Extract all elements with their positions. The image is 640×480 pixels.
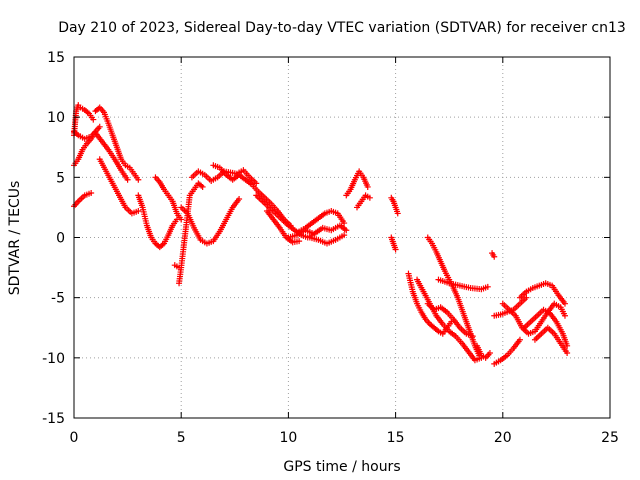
data-point [561, 312, 568, 319]
data-point [491, 253, 498, 260]
data-series-arc-13 [210, 162, 294, 229]
x-axis-label: GPS time / hours [283, 459, 400, 475]
data-series-arc-24 [424, 234, 483, 359]
data-point [564, 342, 571, 349]
axis-ticks: 0 5 10 15 20 25 -15 -10 -5 0 5 10 15 [42, 50, 619, 446]
data-series-arc-27 [435, 276, 491, 293]
x-tick-label: 25 [601, 430, 619, 446]
data-point [564, 350, 571, 357]
data-series-arc-17 [285, 222, 350, 241]
data-point [341, 232, 348, 239]
data-point [178, 216, 185, 223]
data-series-arc-20 [354, 192, 373, 211]
data-point [135, 176, 142, 183]
data-series-arc-22 [388, 234, 399, 253]
data-point [343, 227, 350, 234]
data-series-arc-34 [516, 280, 568, 307]
data-point [253, 180, 260, 187]
data-series-arc-2 [71, 129, 131, 183]
data-series-arc-7 [135, 192, 180, 251]
x-tick-label: 0 [70, 430, 79, 446]
data-series-arc-5 [92, 104, 142, 183]
data-point [561, 300, 568, 307]
data-point [135, 208, 142, 215]
x-tick-label: 10 [279, 430, 297, 446]
data-series-arc-21 [388, 194, 401, 217]
data-point [392, 246, 399, 253]
data-point [523, 294, 530, 301]
data-series-arc-30 [491, 336, 523, 367]
data-point [90, 116, 97, 123]
data-points [71, 102, 571, 367]
data-point [516, 336, 523, 343]
chart-title: Day 210 of 2023, Sidereal Day-to-day VTE… [58, 20, 626, 36]
data-point [486, 350, 493, 357]
y-tick-label: 5 [56, 170, 65, 186]
data-series-arc-8 [152, 174, 185, 223]
data-point [199, 183, 206, 190]
data-point [296, 238, 303, 245]
data-series-arc-28 [474, 342, 493, 361]
data-point [366, 194, 373, 201]
data-series-arc-4 [71, 123, 103, 142]
data-series-arc-29 [489, 250, 498, 260]
data-point [394, 210, 401, 217]
data-series-arc-33 [521, 306, 571, 349]
x-tick-label: 5 [177, 430, 186, 446]
data-point [364, 183, 371, 190]
data-point [96, 123, 103, 130]
y-tick-label: -5 [51, 291, 65, 307]
data-series-arc-18 [306, 232, 348, 247]
data-series-arc-6 [96, 156, 142, 217]
data-point [88, 189, 95, 196]
data-series-arc-10 [176, 180, 206, 287]
y-tick-label: 10 [47, 110, 65, 126]
y-tick-label: -10 [42, 351, 65, 367]
data-point [469, 333, 476, 340]
y-tick-label: -15 [42, 411, 65, 427]
data-series-arc-19 [343, 168, 371, 199]
data-point [341, 220, 348, 227]
data-point [484, 283, 491, 290]
data-series-arc-11 [178, 195, 243, 247]
data-series-arc-31 [491, 294, 530, 319]
data-series-arc-32 [499, 300, 568, 337]
data-series-arc-35 [531, 324, 571, 357]
x-tick-label: 15 [387, 430, 405, 446]
x-tick-label: 20 [494, 430, 512, 446]
y-tick-label: 15 [47, 50, 65, 66]
y-tick-label: 0 [56, 231, 65, 247]
data-point [124, 176, 131, 183]
data-point [236, 195, 243, 202]
y-axis-label: SDTVAR / TECUs [7, 181, 23, 296]
data-series-arc-26 [424, 300, 476, 340]
data-series-arc-15 [263, 208, 303, 246]
